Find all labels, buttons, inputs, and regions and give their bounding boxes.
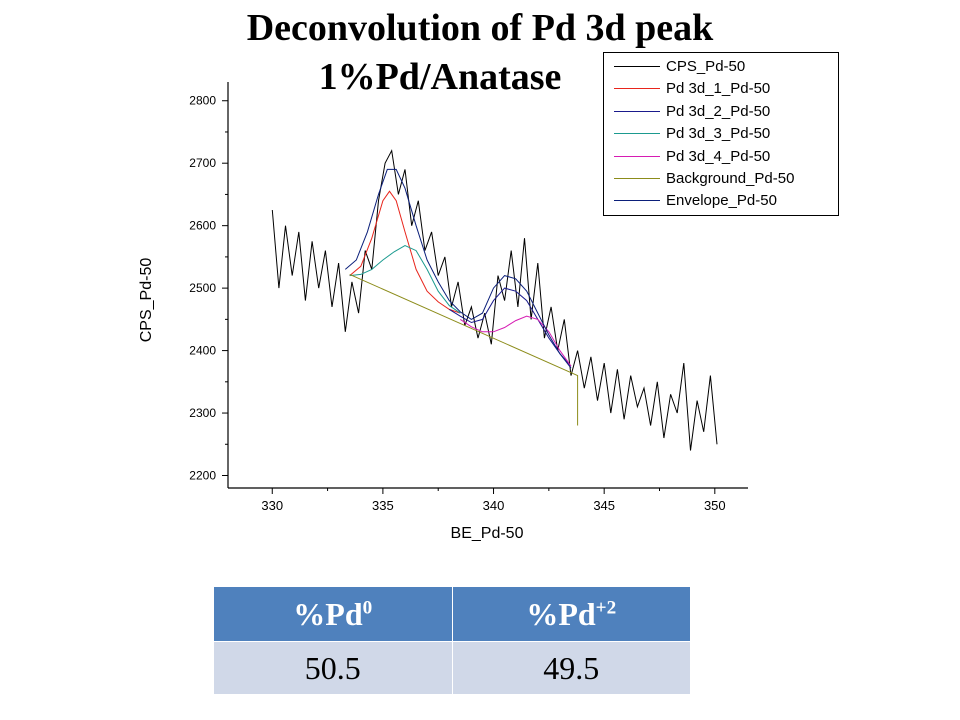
y-tick-label: 2400 [189,344,216,358]
header-pd2: %Pd+2 [451,586,691,642]
chart-title: Deconvolution of Pd 3d peak [246,7,714,49]
y-tick-label: 2600 [189,219,216,233]
legend-item: Pd 3d_1_Pd-50 [604,79,836,99]
legend-item: Pd 3d_4_Pd-50 [604,147,836,167]
legend-label: Pd 3d_1_Pd-50 [666,80,771,98]
chart-legend: CPS_Pd-50 Pd 3d_1_Pd-50 Pd 3d_2_Pd-50 Pd 3d… [603,52,839,216]
y-axis-label: CPS_Pd-50 [138,258,155,343]
x-tick-label: 345 [593,498,615,513]
x-tick-label: 335 [372,498,394,513]
header-pd0: %Pd0 [213,586,453,642]
legend-label: Pd 3d_3_Pd-50 [666,125,771,143]
value-pd0: 50.5 [213,641,453,695]
x-tick-label: 340 [483,498,505,513]
legend-swatch [614,110,660,112]
legend-item: CPS_Pd-50 [604,57,836,77]
chart-subtitle: 1%Pd/Anatase [318,56,562,98]
y-tick-label: 2500 [189,281,216,295]
legend-label: Envelope_Pd-50 [666,192,777,210]
series-line-pd-3d-2-pd-50 [449,287,572,367]
table-header-row: %Pd0 %Pd+2 [213,586,691,642]
y-tick-label: 2300 [189,406,216,420]
tick-labels: 2200 2300 2400 2500 2600 2700 2800 330 335 340 345… [189,94,725,513]
chart-axes [222,82,748,494]
series-line-background-pd-50 [349,273,579,426]
pd-percentage-table: %Pd0 %Pd+2 50.5 49.5 [213,586,691,695]
series-line-pd-3d-1-pd-50 [349,190,461,314]
y-tick-label: 2800 [189,94,216,108]
legend-label: Pd 3d_2_Pd-50 [666,102,771,120]
legend-label: Pd 3d_4_Pd-50 [666,147,771,165]
legend-label: Background_Pd-50 [666,170,795,187]
x-tick-label: 330 [261,498,283,513]
series-line-envelope-pd-50 [344,168,572,369]
legend-label: CPS_Pd-50 [666,58,746,75]
legend-swatch [614,88,660,90]
y-tick-label: 2700 [189,156,216,170]
series-line-pd-3d-3-pd-50 [349,245,461,314]
legend-item: Pd 3d_2_Pd-50 [604,102,836,122]
x-axis-label: BE_Pd-50 [451,525,524,542]
legend-item: Pd 3d_3_Pd-50 [604,124,836,144]
legend-swatch [614,178,660,179]
legend-swatch [614,155,660,157]
y-tick-label: 2200 [189,469,216,483]
series-line-pd-3d-4-pd-50 [460,315,572,367]
legend-swatch [614,200,660,202]
legend-swatch [614,66,660,67]
series-line-cps-pd-50 [271,149,718,451]
chart-series [271,149,718,451]
legend-swatch [614,133,660,135]
table-row: 50.5 49.5 [213,641,691,695]
value-pd2: 49.5 [451,641,691,695]
legend-item: Envelope_Pd-50 [604,191,836,211]
x-tick-label: 350 [704,498,726,513]
legend-item: Background_Pd-50 [604,169,836,189]
